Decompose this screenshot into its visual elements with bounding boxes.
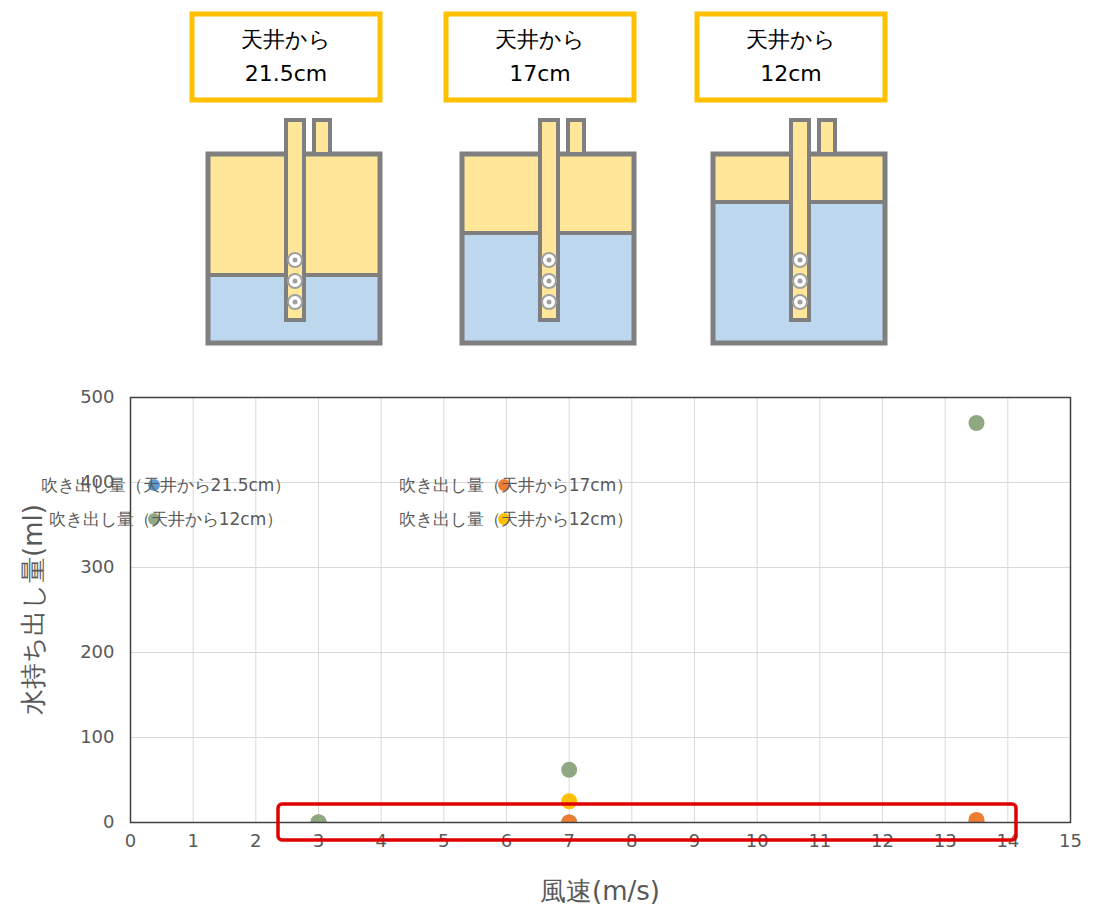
svg-text:天井から: 天井から bbox=[495, 27, 585, 52]
svg-text:12: 12 bbox=[871, 830, 894, 852]
svg-text:5: 5 bbox=[438, 830, 450, 852]
svg-text:天井から: 天井から bbox=[746, 27, 836, 52]
svg-text:4: 4 bbox=[375, 830, 387, 852]
svg-text:8: 8 bbox=[626, 830, 638, 852]
svg-text:21.5cm: 21.5cm bbox=[245, 61, 328, 86]
svg-text:0: 0 bbox=[125, 830, 136, 851]
svg-text:6: 6 bbox=[500, 830, 513, 852]
svg-text:2: 2 bbox=[250, 830, 261, 851]
svg-text:500: 500 bbox=[80, 386, 114, 407]
svg-text:3: 3 bbox=[312, 830, 325, 852]
svg-text:300: 300 bbox=[80, 556, 114, 577]
svg-text:100: 100 bbox=[80, 726, 114, 747]
svg-text:吹き出し量（天井から12cm）: 吹き出し量（天井から12cm） bbox=[399, 509, 634, 529]
svg-text:10: 10 bbox=[745, 830, 769, 852]
svg-text:13: 13 bbox=[933, 830, 957, 852]
svg-text:天井から: 天井から bbox=[241, 27, 331, 52]
svg-text:11: 11 bbox=[808, 830, 832, 852]
svg-text:9: 9 bbox=[688, 830, 701, 852]
svg-text:吹き出し量（天井から12cm）: 吹き出し量（天井から12cm） bbox=[49, 509, 284, 529]
svg-text:水持ち出し量(ml): 水持ち出し量(ml) bbox=[18, 504, 48, 715]
svg-text:12cm: 12cm bbox=[760, 61, 822, 86]
svg-text:200: 200 bbox=[80, 641, 114, 662]
svg-text:17cm: 17cm bbox=[509, 61, 571, 86]
svg-text:7: 7 bbox=[563, 830, 575, 852]
svg-text:0: 0 bbox=[103, 811, 114, 832]
svg-text:吹き出し量（天井から21.5cm）: 吹き出し量（天井から21.5cm） bbox=[41, 475, 292, 495]
svg-text:15: 15 bbox=[1059, 830, 1082, 851]
svg-text:風速(m/s): 風速(m/s) bbox=[540, 876, 660, 906]
svg-text:14: 14 bbox=[996, 830, 1020, 852]
svg-text:1: 1 bbox=[187, 830, 198, 851]
svg-text:吹き出し量（天井から17cm）: 吹き出し量（天井から17cm） bbox=[399, 475, 634, 495]
